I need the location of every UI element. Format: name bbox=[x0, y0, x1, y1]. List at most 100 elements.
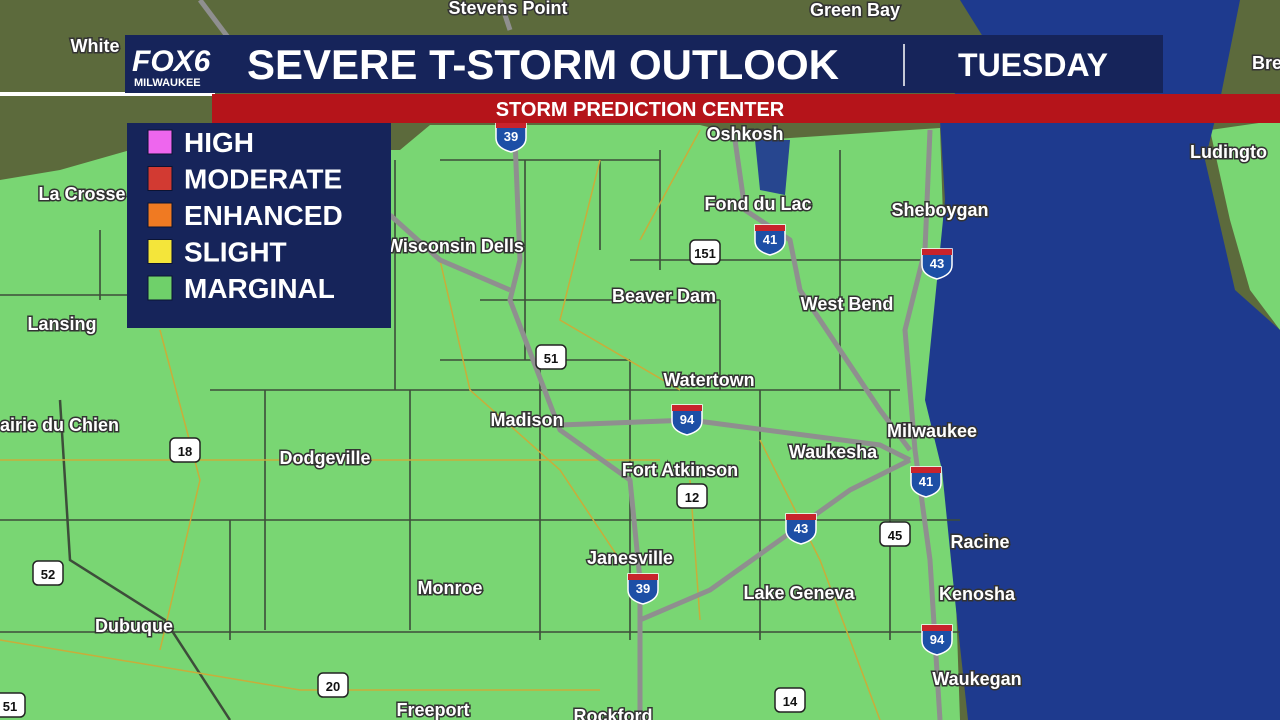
legend-label: SLIGHT bbox=[184, 237, 287, 268]
highway-shields: 39 151 41 43 51 94 18 12 41 43 45 52 39 94 20 14 51 bbox=[0, 121, 953, 718]
city-label: Kenosha bbox=[939, 584, 1016, 604]
shield-top bbox=[922, 625, 952, 631]
header-bar bbox=[125, 35, 1163, 93]
shield-label: 41 bbox=[919, 474, 933, 489]
shield-shape bbox=[879, 521, 911, 547]
city-label: Dubuque bbox=[95, 616, 173, 636]
highway-shield: 51 bbox=[535, 344, 567, 370]
highway-shield: 41 bbox=[754, 224, 786, 256]
logo-sub: MILWAUKEE bbox=[134, 77, 201, 89]
highway-shield: 20 bbox=[317, 672, 349, 698]
shield-top bbox=[672, 405, 702, 411]
legend-label: MODERATE bbox=[184, 164, 342, 195]
shield-label: 151 bbox=[694, 246, 716, 261]
city-label: Ludingto bbox=[1190, 142, 1267, 162]
city-label: Lake Geneva bbox=[743, 583, 855, 603]
shield-shape bbox=[317, 672, 349, 698]
shield-label: 45 bbox=[888, 528, 902, 543]
city-label: Madison bbox=[490, 410, 563, 430]
shield-label: 20 bbox=[326, 679, 340, 694]
day: TUESDAY bbox=[958, 47, 1108, 83]
city-label: White bbox=[71, 36, 120, 56]
shield-top bbox=[496, 122, 526, 128]
highway-shield: 14 bbox=[774, 687, 806, 713]
highway-shield: 51 bbox=[0, 692, 26, 718]
shield-shape bbox=[689, 239, 721, 265]
shield-shape bbox=[910, 466, 942, 498]
shield-shape bbox=[169, 437, 201, 463]
shield-top bbox=[786, 514, 816, 520]
shield-label: 39 bbox=[636, 581, 650, 596]
shield-shape bbox=[535, 344, 567, 370]
city-label: Milwaukee bbox=[887, 421, 977, 441]
city-label: Green Bay bbox=[810, 0, 900, 20]
shield-shape bbox=[921, 248, 953, 280]
state-roads bbox=[0, 129, 881, 720]
shield-shape bbox=[671, 404, 703, 436]
shield-shape bbox=[921, 624, 953, 656]
city-label: Wisconsin Dells bbox=[386, 236, 524, 256]
shield-shape bbox=[0, 692, 26, 718]
shield-shape bbox=[774, 687, 806, 713]
legend: HIGH MODERATE ENHANCED SLIGHT MARGINAL bbox=[147, 127, 343, 304]
city-label: airie du Chien bbox=[0, 415, 119, 435]
city-label: Beaver Dam bbox=[612, 286, 716, 306]
city-label: Racine bbox=[950, 532, 1009, 552]
legend-label: MARGINAL bbox=[184, 273, 335, 304]
lake-winnebago bbox=[755, 140, 790, 195]
city-label: Dodgeville bbox=[279, 448, 370, 468]
shield-label: 94 bbox=[680, 412, 695, 427]
legend-swatch bbox=[147, 166, 173, 191]
city-label: Oshkosh bbox=[706, 124, 783, 144]
city-label: West Bend bbox=[801, 294, 894, 314]
shield-shape bbox=[32, 560, 64, 586]
highway-shield: 39 bbox=[627, 573, 659, 605]
shield-shape bbox=[627, 573, 659, 605]
highway-shield: 43 bbox=[785, 513, 817, 545]
shield-label: 41 bbox=[763, 232, 777, 247]
shield-label: 12 bbox=[685, 490, 699, 505]
city-label: La Crosse bbox=[38, 184, 125, 204]
shield-label: 14 bbox=[783, 694, 798, 709]
shield-label: 94 bbox=[930, 632, 945, 647]
shield-top bbox=[911, 467, 941, 473]
legend-swatch bbox=[147, 129, 173, 155]
city-label: Monroe bbox=[418, 578, 483, 598]
shield-top bbox=[755, 225, 785, 231]
shield-label: 43 bbox=[930, 256, 944, 271]
city-label: Sheboygan bbox=[891, 200, 988, 220]
legend-swatch bbox=[147, 239, 173, 264]
highway-shield: 94 bbox=[921, 624, 953, 656]
highway-shield: 12 bbox=[676, 483, 708, 509]
city-label: Lansing bbox=[27, 314, 96, 334]
title: SEVERE T-STORM OUTLOOK bbox=[247, 41, 839, 88]
lake-michigan bbox=[925, 0, 1280, 720]
city-label: Stevens Point bbox=[448, 0, 567, 18]
city-label: Janesville bbox=[587, 548, 673, 568]
city-label: Fond du Lac bbox=[705, 194, 812, 214]
legend-swatch bbox=[147, 202, 173, 228]
highway-shield: 18 bbox=[169, 437, 201, 463]
city-label: Watertown bbox=[663, 370, 754, 390]
subtitle: STORM PREDICTION CENTER bbox=[496, 99, 785, 121]
highway-shield: 151 bbox=[689, 239, 721, 265]
city-label: Rockford bbox=[573, 706, 652, 720]
highway-shield: 45 bbox=[879, 521, 911, 547]
city-label: Freeport bbox=[396, 700, 469, 720]
city-label: Bre bbox=[1252, 53, 1280, 73]
shield-label: 18 bbox=[178, 444, 192, 459]
city-label: Waukegan bbox=[932, 669, 1021, 689]
highway-shield: 94 bbox=[671, 404, 703, 436]
legend-label: ENHANCED bbox=[184, 200, 343, 231]
shield-label: 39 bbox=[504, 129, 518, 144]
shield-top bbox=[628, 574, 658, 580]
shield-label: 51 bbox=[3, 699, 17, 714]
legend-label: HIGH bbox=[184, 127, 254, 158]
shield-shape bbox=[676, 483, 708, 509]
shield-label: 52 bbox=[41, 567, 55, 582]
shield-shape bbox=[754, 224, 786, 256]
city-label: Waukesha bbox=[789, 442, 878, 462]
highway-shield: 52 bbox=[32, 560, 64, 586]
marginal-area-mi bbox=[1210, 120, 1280, 330]
